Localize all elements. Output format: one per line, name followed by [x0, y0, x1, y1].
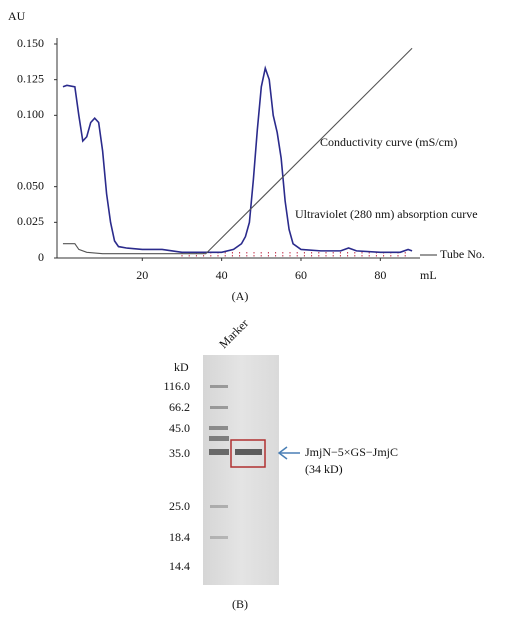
- annotation: Conductivity curve (mS/cm): [320, 135, 457, 149]
- y-axis-label: AU: [8, 9, 26, 23]
- band-label: JmjN−5×GS−JmjC: [305, 445, 398, 459]
- annotation: Ultraviolet (280 nm) absorption curve: [295, 207, 478, 221]
- target-band: [235, 449, 262, 455]
- marker-label: 25.0: [169, 499, 190, 513]
- marker-label: 18.4: [169, 530, 190, 544]
- gel-image: [203, 355, 300, 585]
- y-tick-label: 0.100: [17, 107, 44, 121]
- marker-label: 116.0: [163, 379, 190, 393]
- marker-label: 45.0: [169, 421, 190, 435]
- x-tick-label: 80: [374, 268, 386, 282]
- y-tick-label: 0.125: [17, 71, 44, 85]
- x-tick-label: 60: [295, 268, 307, 282]
- marker-label: 35.0: [169, 446, 190, 460]
- y-tick-label: 0.025: [17, 214, 44, 228]
- panel-label: (B): [232, 597, 248, 611]
- series-line: [63, 68, 412, 252]
- y-tick-label: 0.050: [17, 178, 44, 192]
- series-line: [63, 48, 412, 253]
- x-tick-label: 40: [216, 268, 228, 282]
- y-tick-label: 0: [38, 250, 44, 264]
- band-size: (34 kD): [305, 462, 343, 476]
- gel-unit: kD: [174, 360, 189, 374]
- lane-label: Marker: [216, 316, 251, 351]
- x-axis-label: mL: [420, 268, 437, 282]
- annotation: Tube No.: [440, 247, 485, 261]
- y-tick-label: 0.150: [17, 36, 44, 50]
- figure: 0 0.025 0.050 0.100 0.125 0.150 20 40 60 80 AU mL (A…: [0, 0, 532, 617]
- gel-background: [203, 355, 279, 585]
- x-tick-label: 20: [136, 268, 148, 282]
- panel-label: (A): [232, 289, 249, 303]
- marker-label: 14.4: [169, 559, 190, 573]
- marker-label: 66.2: [169, 400, 190, 414]
